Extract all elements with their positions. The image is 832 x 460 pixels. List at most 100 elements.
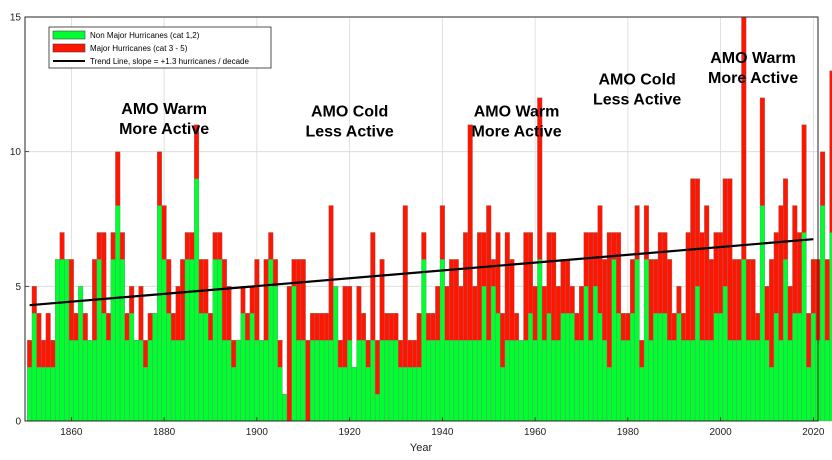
bar-major-1945 [463, 232, 469, 341]
bar-non-major-1936 [421, 259, 427, 422]
bar-non-major-1912 [310, 340, 316, 422]
bar-major-1927 [379, 259, 385, 341]
bar-non-major-1997 [704, 340, 710, 422]
bar-non-major-1923 [361, 340, 367, 422]
bar-non-major-1890 [208, 340, 213, 422]
bar-non-major-1902 [263, 340, 269, 422]
bar-non-major-1996 [699, 340, 705, 422]
bar-non-major-1942 [449, 340, 455, 422]
bar-non-major-1932 [402, 366, 408, 422]
bar-non-major-1955 [509, 340, 515, 422]
bar-major-1963 [546, 232, 552, 314]
bar-major-1942 [449, 259, 455, 341]
bar-major-1897 [240, 286, 246, 314]
y-tick-label: 5 [15, 282, 21, 293]
annotation-line1: AMO Cold [311, 104, 388, 121]
bar-major-2019 [806, 313, 812, 368]
bar-non-major-1977 [611, 259, 617, 422]
bar-non-major-1958 [523, 340, 529, 422]
bar-major-1914 [319, 313, 325, 341]
bar-major-1913 [314, 313, 320, 341]
bar-non-major-2006 [745, 340, 751, 422]
bar-major-1975 [602, 259, 608, 341]
bar-major-1875 [138, 286, 144, 341]
bar-major-1999 [713, 232, 719, 314]
bar-major-2022 [820, 151, 826, 206]
bar-non-major-1870 [115, 205, 121, 422]
bar-non-major-1964 [551, 340, 557, 422]
bar-major-1876 [143, 340, 149, 368]
plot-frame [24, 16, 819, 422]
bar-major-1938 [430, 313, 436, 341]
bar-major-2006 [745, 259, 751, 341]
bar-non-major-1920 [347, 340, 353, 422]
bar-non-major-1940 [439, 259, 445, 422]
legend-label-major: Major Hurricanes (cat 3 - 5) [90, 44, 188, 53]
bar-major-1926 [374, 340, 380, 395]
bar-major-1877 [147, 313, 153, 341]
bar-non-major-1862 [78, 286, 84, 422]
bar-major-1922 [356, 286, 362, 341]
x-tick-label: 2020 [802, 427, 825, 438]
bar-non-major-1926 [374, 393, 380, 422]
bar-major-1967 [565, 259, 571, 314]
bar-non-major-1921 [351, 366, 357, 422]
bar-major-1853 [36, 313, 42, 368]
bar-major-1898 [245, 313, 251, 341]
bar-major-1920 [347, 286, 353, 341]
bar-non-major-2010 [764, 340, 770, 422]
bar-major-1868 [105, 313, 111, 341]
bar-non-major-1894 [226, 340, 232, 422]
bar-major-1883 [175, 286, 181, 341]
bar-non-major-1889 [203, 313, 209, 422]
bar-non-major-2013 [778, 340, 784, 422]
bar-non-major-1859 [64, 259, 70, 422]
annotations: AMO Warm More Active AMO Cold Less Active AM… [119, 50, 798, 141]
legend-label-trend: Trend Line, slope = +1.3 hurricanes / de… [90, 57, 249, 66]
bar-non-major-1982 [634, 259, 640, 422]
bar-major-1989 [667, 259, 673, 341]
bar-non-major-2022 [820, 205, 826, 422]
bar-major-1852 [31, 286, 37, 314]
bar-non-major-1975 [602, 340, 608, 422]
bar-major-1871 [119, 232, 125, 260]
x-tick-label: 1920 [338, 427, 361, 438]
bar-non-major-1952 [495, 313, 501, 422]
legend-swatch-minor [52, 30, 86, 40]
bar-major-2000 [718, 232, 724, 314]
bar-major-1855 [45, 313, 51, 368]
bar-major-1992 [681, 313, 687, 341]
bar-major-1911 [305, 340, 311, 422]
bar-non-major-1854 [41, 366, 47, 422]
bar-major-1858 [59, 232, 65, 260]
bar-non-major-1899 [249, 313, 255, 422]
bar-major-2010 [764, 286, 770, 341]
bar-non-major-1956 [514, 340, 520, 422]
bar-non-major-1925 [370, 340, 376, 422]
bar-major-1960 [532, 286, 538, 341]
bar-non-major-2007 [750, 340, 756, 422]
bar-non-major-1929 [388, 340, 394, 422]
bar-non-major-1919 [342, 366, 348, 422]
bar-major-1984 [643, 205, 649, 260]
bar-non-major-1891 [212, 259, 218, 422]
x-tick-label: 1980 [617, 427, 640, 438]
bar-non-major-1876 [143, 366, 149, 422]
bar-major-1869 [110, 232, 116, 260]
bar-major-1895 [231, 340, 237, 368]
bar-major-1918 [337, 340, 343, 368]
bar-major-1892 [217, 232, 223, 260]
bar-major-1953 [500, 313, 506, 368]
bar-non-major-1994 [690, 340, 696, 422]
bar-major-1948 [476, 232, 482, 341]
bar-major-1902 [263, 259, 269, 341]
bar-major-1860 [68, 259, 74, 341]
bar-non-major-1941 [444, 340, 450, 422]
bar-non-major-1950 [486, 340, 492, 422]
bar-major-1951 [490, 259, 496, 287]
bar-non-major-2019 [806, 366, 812, 422]
bar-major-1954 [504, 232, 510, 341]
bar-non-major-1900 [254, 340, 260, 422]
bar-non-major-2018 [801, 232, 807, 422]
bar-major-1959 [527, 232, 533, 314]
